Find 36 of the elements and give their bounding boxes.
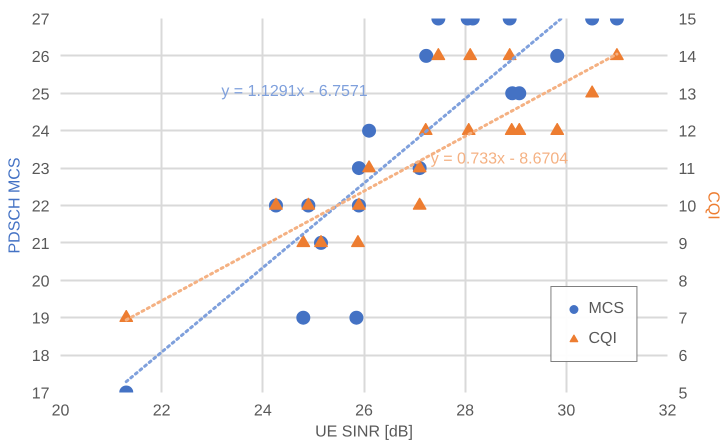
y-tick-label: 19	[32, 310, 50, 328]
y-tick-label: 24	[32, 124, 50, 141]
y-tick-label: 23	[32, 161, 50, 178]
y-tick-label: 25	[32, 86, 50, 104]
y2-tick-label: 15	[678, 12, 696, 28]
y2-tick-label: 12	[678, 124, 696, 141]
x-tick-label: 22	[152, 402, 171, 420]
y-tick-label: 26	[32, 48, 50, 66]
x-tick-label: 28	[456, 402, 474, 420]
annotation: y = 0.733x - 8.6704	[430, 150, 568, 168]
x-tick-label: 20	[52, 402, 70, 420]
y2-tick-label: 6	[678, 348, 688, 366]
x-tick-label: 26	[355, 402, 373, 420]
y-tick-label: 20	[32, 273, 50, 290]
legend-label: CQI	[588, 330, 617, 348]
y2-tick-label: 10	[678, 198, 696, 216]
x-axis-title: UE SINR [dB]	[315, 424, 413, 440]
y2-tick-label: 5	[678, 386, 688, 402]
y-tick-label: 18	[32, 348, 50, 366]
y2-tick-label: 14	[678, 48, 696, 66]
y2-axis-title: CQI	[704, 191, 722, 220]
y-tick-label: 22	[32, 198, 50, 216]
y-tick-label: 27	[32, 12, 50, 28]
annotation: y = 1.1291x - 6.7571	[221, 82, 368, 100]
y-axis-title: PDSCH MCS	[6, 157, 24, 254]
y2-tick-label: 8	[678, 273, 688, 290]
x-tick-label: 30	[557, 402, 576, 420]
y2-tick-label: 9	[678, 236, 688, 253]
x-tick-label: 24	[254, 402, 272, 420]
legend-label: MCS	[588, 300, 624, 318]
y2-tick-label: 13	[678, 86, 696, 104]
y2-tick-label: 11	[678, 161, 696, 178]
x-tick-label: 32	[658, 402, 676, 420]
y-tick-label: 21	[32, 236, 50, 253]
y-tick-label: 17	[32, 386, 50, 402]
y2-tick-label: 7	[678, 310, 688, 328]
